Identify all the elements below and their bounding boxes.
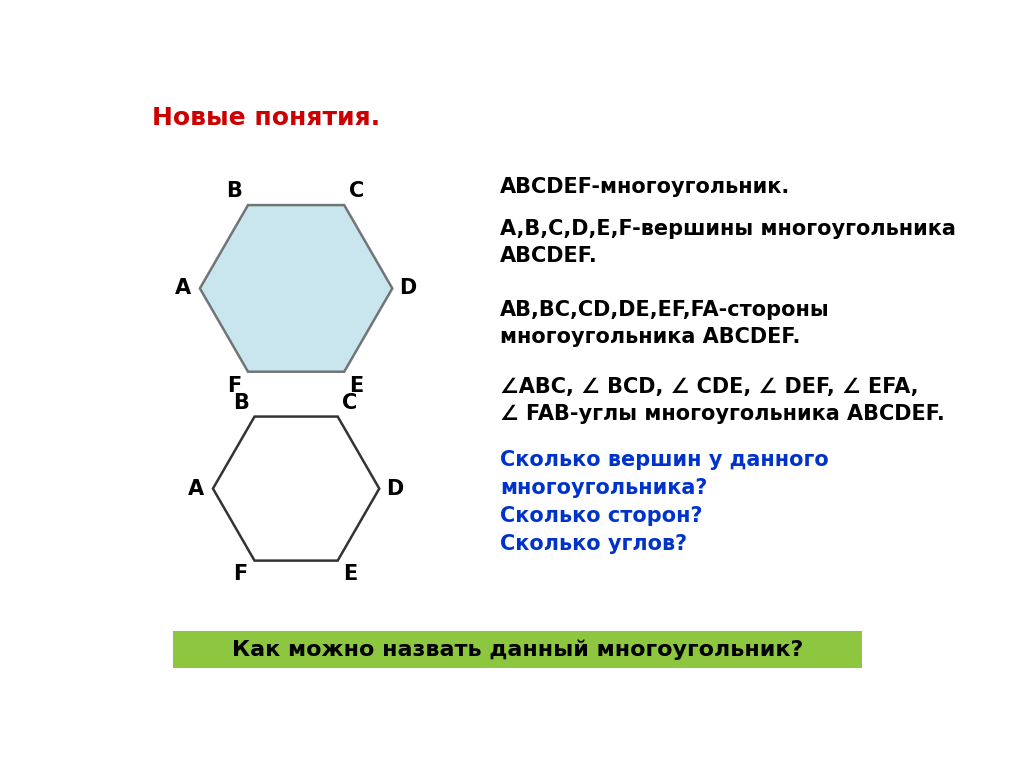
Text: Как можно назвать данный многоугольник?: Как можно назвать данный многоугольник? <box>231 639 803 660</box>
Polygon shape <box>213 416 379 561</box>
Text: ∠ABC, ∠ BCD, ∠ CDE, ∠ DEF, ∠ EFA,
∠ FAB-углы многоугольника ABCDEF.: ∠ABC, ∠ BCD, ∠ CDE, ∠ DEF, ∠ EFA, ∠ FAB-… <box>500 377 945 424</box>
Text: D: D <box>386 479 403 499</box>
Text: B: B <box>232 393 249 413</box>
Text: E: E <box>343 565 357 584</box>
Text: AB,BC,CD,DE,EF,FA-стороны
многоугольника ABCDEF.: AB,BC,CD,DE,EF,FA-стороны многоугольника… <box>500 300 829 347</box>
Text: D: D <box>399 278 417 298</box>
Polygon shape <box>200 205 392 372</box>
Text: Сколько вершин у данного
многоугольника?
Сколько сторон?
Сколько углов?: Сколько вершин у данного многоугольника?… <box>500 450 828 554</box>
Text: Новые понятия.: Новые понятия. <box>153 106 380 130</box>
Text: C: C <box>349 181 365 201</box>
Text: C: C <box>342 393 357 413</box>
Text: F: F <box>233 565 248 584</box>
Text: F: F <box>227 376 242 396</box>
Text: A: A <box>188 479 204 499</box>
Text: A,B,C,D,E,F-вершины многоугольника
ABCDEF.: A,B,C,D,E,F-вершины многоугольника ABCDE… <box>500 219 956 266</box>
FancyBboxPatch shape <box>173 631 862 668</box>
Text: B: B <box>226 181 242 201</box>
Text: E: E <box>349 376 364 396</box>
Text: ABCDEF-многоугольник.: ABCDEF-многоугольник. <box>500 176 791 197</box>
Text: A: A <box>175 278 191 298</box>
